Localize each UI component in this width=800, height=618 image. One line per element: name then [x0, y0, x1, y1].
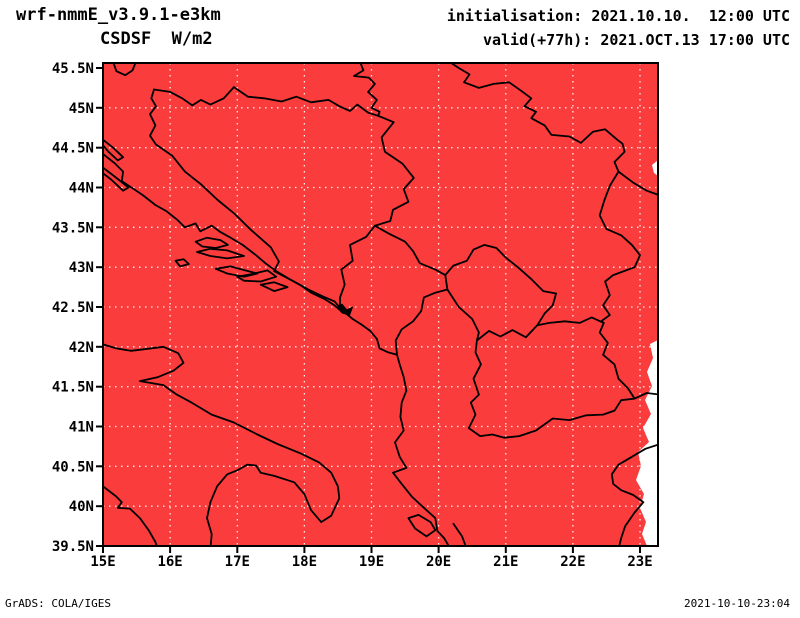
map-fill	[103, 63, 658, 546]
lat-tick-label: 41.5N	[52, 380, 94, 396]
kotor_bay-feature	[336, 303, 354, 316]
border-istria	[112, 63, 137, 77]
border-mne_alb	[394, 288, 449, 356]
creation-timestamp: 2021-10-10-23:04	[684, 597, 790, 610]
border-sava	[153, 86, 380, 117]
lat-tick-label: 42.5N	[52, 300, 94, 316]
lat-tick-label: 43.5N	[52, 220, 94, 236]
border-dugi	[103, 166, 130, 192]
lon-tick-label: 23E	[627, 554, 652, 570]
lat-tick-label: 44.5N	[52, 141, 94, 157]
border-vis	[174, 258, 190, 268]
map-layers	[103, 63, 658, 546]
lat-tick-label: 39.5N	[52, 539, 94, 555]
lat-tick-label: 41N	[69, 420, 94, 436]
lat-tick-label: 45N	[69, 101, 94, 117]
border-mac_n	[475, 316, 605, 342]
border-corfu	[407, 514, 437, 538]
lat-tick-label: 40.5N	[52, 459, 94, 475]
lon-tick-label: 18E	[292, 554, 317, 570]
variable-label: CSDSF W/m2	[100, 29, 213, 49]
border-hvar	[196, 247, 245, 260]
border-peljesac	[236, 269, 278, 283]
no-data-region	[636, 340, 658, 546]
model-title: wrf-nmmE_v3.9.1-e3km	[16, 5, 221, 25]
border-italy_adriatic	[103, 343, 341, 546]
border-mne_srb	[373, 224, 447, 277]
lon-tick-label: 22E	[560, 554, 585, 570]
border-thessaloniki	[610, 443, 658, 546]
lon-tick-label: 21E	[493, 554, 518, 570]
lon-tick-label: 15E	[90, 554, 115, 570]
init-time-label: initialisation: 2021.10.10. 12:00 UTC	[446, 7, 790, 25]
valid-time-label: valid(+77h): 2021.OCT.13 17:00 UTC	[482, 31, 790, 49]
border-mljet	[259, 281, 289, 293]
border-drina	[339, 114, 415, 309]
border-danube_cs	[353, 63, 381, 117]
border-brac	[194, 236, 229, 249]
lon-tick-label: 20E	[426, 554, 451, 570]
border-mac_w	[467, 339, 506, 439]
lon-tick-label: 17E	[225, 554, 250, 570]
lat-tick-label: 40N	[69, 499, 94, 515]
border-gre_n	[503, 392, 658, 439]
lat-tick-label: 42N	[69, 340, 94, 356]
border-italy_tyrrhenian	[103, 485, 158, 546]
border-kosovo_w	[444, 274, 480, 342]
lon-tick-label: 19E	[359, 554, 384, 570]
border-rom_bul	[617, 170, 658, 196]
map-frame	[102, 62, 659, 547]
border-kosovo_ne	[444, 243, 557, 327]
lat-tick-label: 44N	[69, 181, 94, 197]
lat-tick-label: 45.5N	[52, 61, 94, 77]
border-epirus	[452, 522, 467, 546]
border-pag	[103, 138, 124, 162]
no-data-region	[652, 160, 658, 176]
lat-tick-label: 43N	[69, 260, 94, 276]
lon-tick-label: 16E	[157, 554, 182, 570]
border-una	[149, 88, 280, 273]
grads-credit: GrADS: COLA/IGES	[5, 597, 111, 610]
